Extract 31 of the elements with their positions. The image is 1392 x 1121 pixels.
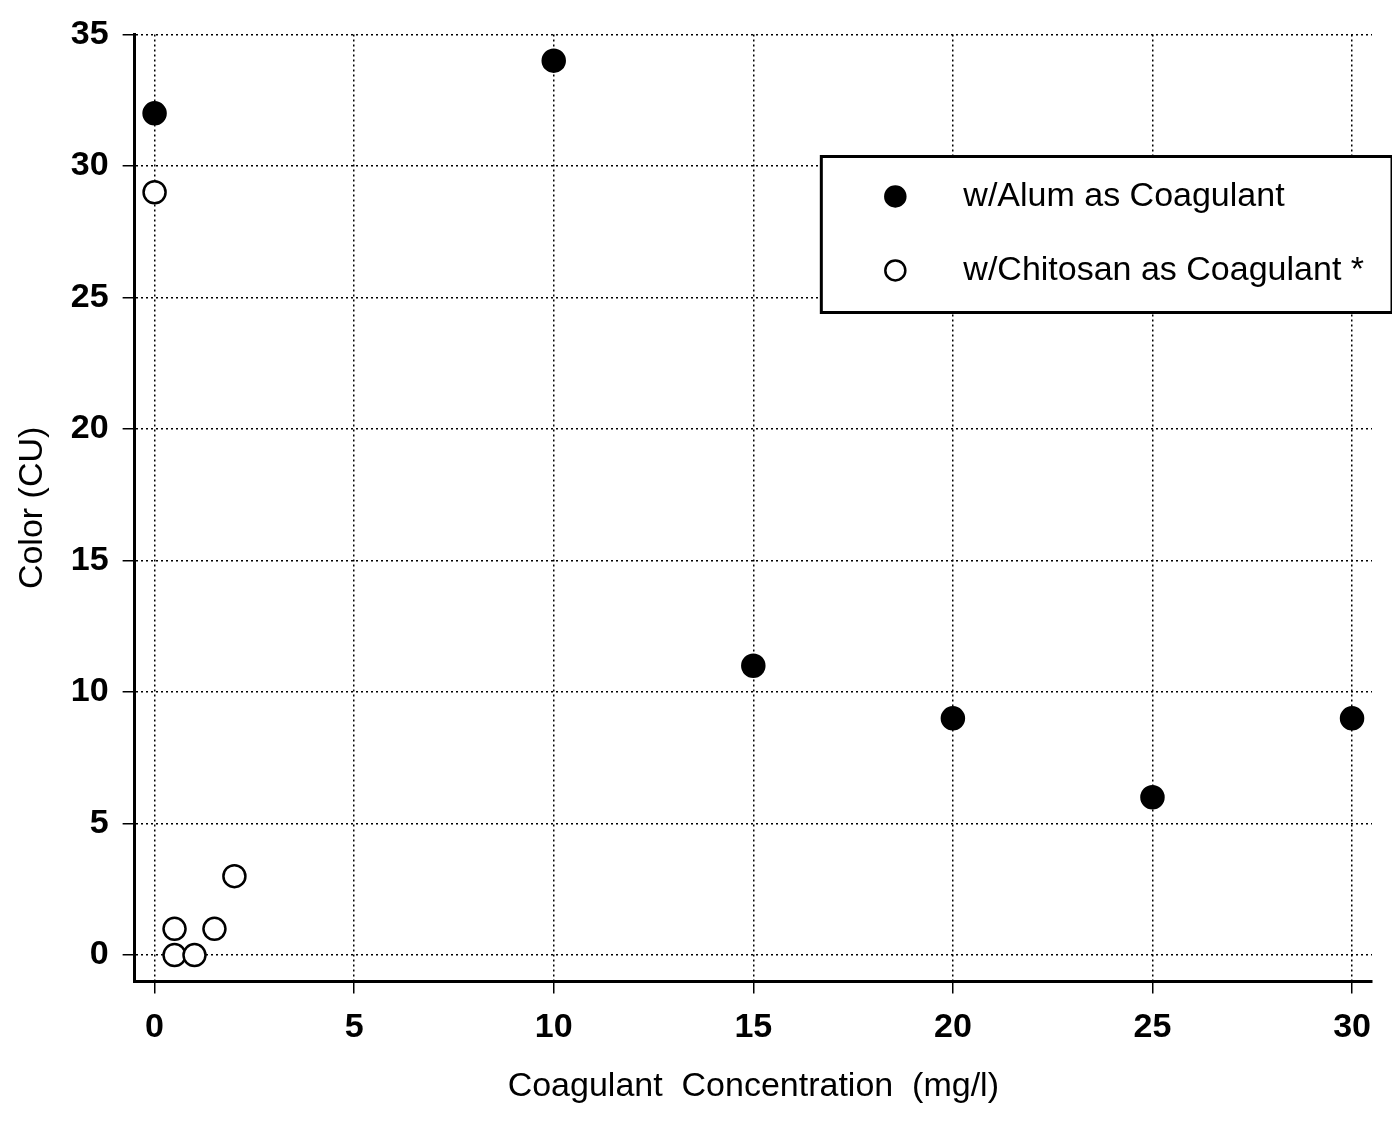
x-tick-label: 15 [734, 1006, 773, 1045]
y-tick-label: 10 [70, 670, 109, 709]
y-axis-title: Color (CU) [10, 426, 49, 590]
point [541, 48, 566, 73]
point [182, 942, 207, 968]
point [222, 863, 247, 889]
y-tick-label: 15 [70, 538, 109, 577]
x-tick-label: 10 [534, 1006, 573, 1045]
legend-label: w/Chitosan as Coagulant * [962, 248, 1365, 287]
y-tick-label: 25 [70, 275, 109, 314]
x-tick-label: 30 [1333, 1006, 1371, 1045]
x-tick-label: 5 [344, 1006, 364, 1045]
y-tick-label: 0 [89, 933, 109, 972]
x-tick-label: 0 [145, 1006, 165, 1045]
point [142, 101, 167, 126]
point [1140, 785, 1165, 810]
point [142, 179, 167, 205]
x-tick-label: 25 [1133, 1006, 1172, 1045]
y-tick-label: 20 [70, 407, 109, 446]
y-tick-label: 30 [70, 144, 109, 183]
point [940, 706, 966, 731]
point [202, 916, 227, 942]
x-tick-label: 20 [933, 1006, 972, 1045]
point [1339, 706, 1365, 731]
y-tick-label: 35 [70, 12, 109, 51]
point [162, 916, 187, 942]
point [741, 653, 766, 678]
x-axis-title: Coagulant Concentration (mg/l) [507, 1064, 999, 1103]
y-tick-label: 5 [89, 801, 109, 840]
legend-label: w/Alum as Coagulant [962, 174, 1286, 213]
point [162, 942, 187, 968]
